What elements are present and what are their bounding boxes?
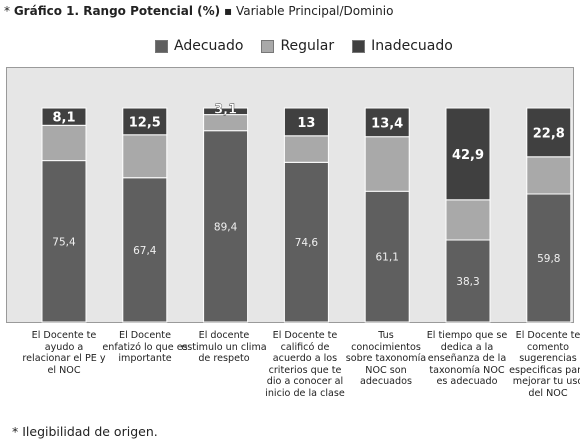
title-rest: Variable Principal/Dominio [235,4,394,18]
data-label-inadecuado-4: 13 [297,116,315,131]
bar-inadecuado-6 [445,107,491,201]
category-label-3: El docente estimulo un clima de respeto [181,330,267,364]
category-label-6: El tiempo que se dedica a la enseñanza d… [426,330,508,387]
title-bullet: * [4,4,10,18]
bar-inadecuado-5 [364,107,410,138]
title-bold: Gráfico 1. Rango Potencial (%) [13,4,221,18]
data-label-adecuado-4: 74,6 [295,237,319,249]
bar-regular-4 [283,135,329,163]
legend-item-inadecuado: Inadecuado [352,38,453,54]
data-label-inadecuado-1: 8,1 [52,111,75,126]
legend-label-adecuado: Adecuado [174,38,244,54]
legend-label-regular: Regular [280,38,335,54]
bar-inadecuado-7 [526,107,572,158]
category-label-1: El Docente te ayudo a relacionar el PE y… [22,330,106,376]
footnote: * Ilegibilidad de origen. [12,424,158,439]
legend: Adecuado Regular Inadecuado [155,37,471,55]
legend-swatch-adecuado [155,39,168,53]
data-label-adecuado-2: 67,4 [133,245,157,257]
data-label-adecuado-1: 75,4 [52,236,76,248]
data-label-inadecuado-3: 3,1 [214,103,237,118]
bar-regular-2 [122,134,168,179]
data-label-inadecuado-7: 22,8 [533,126,565,141]
bar-inadecuado-3 [203,107,249,116]
data-label-adecuado-3: 89,4 [214,221,238,233]
category-label-4: El Docente te calificó de acuerdo a los … [265,330,345,399]
bar-adecuado-6 [445,239,491,323]
data-label-adecuado-6: 38,3 [456,276,479,288]
legend-swatch-regular [261,39,275,53]
bar-inadecuado-1 [41,107,87,126]
legend-item-adecuado: Adecuado [155,38,243,54]
data-label-adecuado-5: 61,1 [376,252,399,264]
bar-adecuado-5 [364,190,410,323]
title-separator: ▪ [224,4,233,18]
bar-adecuado-7 [526,193,572,323]
bar-adecuado-3 [203,130,249,323]
legend-swatch-inadecuado [352,39,366,53]
bar-inadecuado-2 [122,107,168,136]
data-label-inadecuado-2: 12,5 [129,115,161,130]
bar-regular-7 [526,156,572,195]
chart-title: * Gráfico 1. Rango Potencial (%) ▪ Varia… [4,4,393,18]
legend-item-regular: Regular [261,38,334,54]
category-label-7: El Docente te comento sugerencias especi… [509,330,580,399]
bar-adecuado-4 [283,161,329,323]
category-label-5: Tus conocimientos sobre taxonomía NOC so… [345,330,427,387]
bar-regular-6 [445,199,491,241]
bar-inadecuado-4 [283,107,329,137]
data-label-inadecuado-6: 42,9 [452,148,484,163]
bar-regular-1 [41,124,87,162]
category-label-2: El Docente enfatizó lo que es importante [102,330,188,364]
data-label-inadecuado-5: 13,4 [371,116,403,131]
bar-regular-5 [364,136,410,192]
stacked-bar-chart: 75,4 8,1 67,4 12,5 89,4 3,1 74,6 13 61,1 13,4 38,3… [41,102,572,323]
data-label-adecuado-7: 59,8 [537,253,560,265]
legend-label-inadecuado: Inadecuado [371,38,453,54]
